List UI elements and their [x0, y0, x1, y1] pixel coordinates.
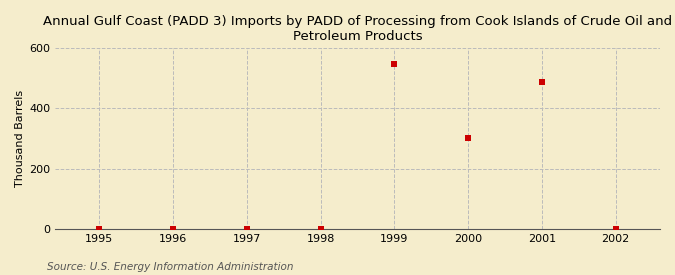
Point [463, 136, 474, 140]
Text: Source: U.S. Energy Information Administration: Source: U.S. Energy Information Administ… [47, 262, 294, 272]
Point [168, 226, 179, 231]
Point [389, 61, 400, 66]
Point [610, 226, 621, 231]
Title: Annual Gulf Coast (PADD 3) Imports by PADD of Processing from Cook Islands of Cr: Annual Gulf Coast (PADD 3) Imports by PA… [43, 15, 672, 43]
Y-axis label: Thousand Barrels: Thousand Barrels [15, 90, 25, 187]
Point [315, 226, 326, 231]
Point [94, 226, 105, 231]
Point [242, 226, 252, 231]
Point [537, 79, 547, 84]
